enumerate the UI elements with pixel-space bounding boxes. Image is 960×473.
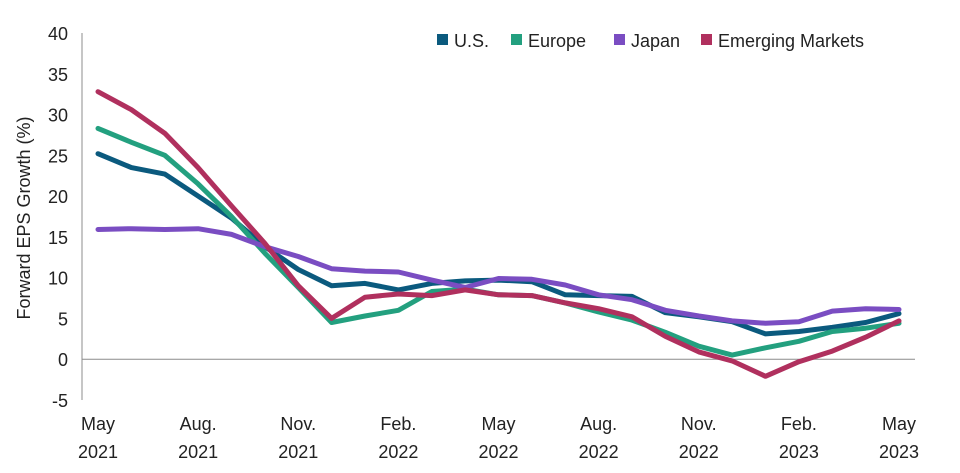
legend: U.S. Europe Japan Emerging Markets bbox=[437, 31, 864, 51]
x-tick-label-month: Feb. bbox=[781, 414, 817, 434]
x-tick-label-month: Nov. bbox=[681, 414, 717, 434]
x-tick-label-year: 2022 bbox=[378, 442, 418, 462]
legend-label-u-s: U.S. bbox=[454, 31, 489, 51]
y-axis-title: Forward EPS Growth (%) bbox=[14, 116, 34, 319]
legend-swatch-emerging-markets bbox=[701, 34, 712, 45]
x-tick-label-year: 2021 bbox=[78, 442, 118, 462]
legend-label-japan: Japan bbox=[631, 31, 680, 51]
x-tick-label-month: Aug. bbox=[580, 414, 617, 434]
legend-swatch-europe bbox=[511, 34, 522, 45]
x-tick-label-year: 2022 bbox=[579, 442, 619, 462]
x-tick-label-month: Feb. bbox=[380, 414, 416, 434]
y-tick-label: 0 bbox=[58, 350, 68, 370]
y-tick-label: 35 bbox=[48, 65, 68, 85]
legend-label-europe: Europe bbox=[528, 31, 586, 51]
legend-label-emerging-markets: Emerging Markets bbox=[718, 31, 864, 51]
x-tick-label-month: Nov. bbox=[280, 414, 316, 434]
x-tick-label-month: May bbox=[481, 414, 515, 434]
y-tick-label: 15 bbox=[48, 228, 68, 248]
legend-swatch-u-s bbox=[437, 34, 448, 45]
y-tick-label: 25 bbox=[48, 146, 68, 166]
x-tick-label-year: 2023 bbox=[779, 442, 819, 462]
y-tick-label: -5 bbox=[52, 391, 68, 411]
series-line-emerging-markets bbox=[95, 89, 902, 379]
x-tick-label-year: 2023 bbox=[879, 442, 919, 462]
y-tick-label: 40 bbox=[48, 24, 68, 44]
x-tick-label-year: 2021 bbox=[178, 442, 218, 462]
x-tick-label-year: 2022 bbox=[679, 442, 719, 462]
x-tick-label-month: Aug. bbox=[180, 414, 217, 434]
axes-layer bbox=[81, 33, 915, 400]
x-tick-label-month: May bbox=[81, 414, 115, 434]
x-tick-label-year: 2021 bbox=[278, 442, 318, 462]
x-tick-label-month: May bbox=[882, 414, 916, 434]
x-tick-labels: May 2021 Aug. 2021 Nov. 2021 Feb. 2022 May 2022 Au… bbox=[78, 414, 919, 462]
y-tick-labels: -5 0 5 10 15 20 25 30 35 40 bbox=[48, 24, 68, 411]
y-tick-label: 30 bbox=[48, 106, 68, 126]
series-line-japan bbox=[95, 226, 902, 326]
series-line-u-s bbox=[95, 151, 902, 337]
series-lines bbox=[95, 89, 902, 379]
y-tick-label: 5 bbox=[58, 309, 68, 329]
legend-swatch-japan bbox=[614, 34, 625, 45]
y-tick-label: 20 bbox=[48, 187, 68, 207]
y-tick-label: 10 bbox=[48, 269, 68, 289]
x-tick-label-year: 2022 bbox=[478, 442, 518, 462]
